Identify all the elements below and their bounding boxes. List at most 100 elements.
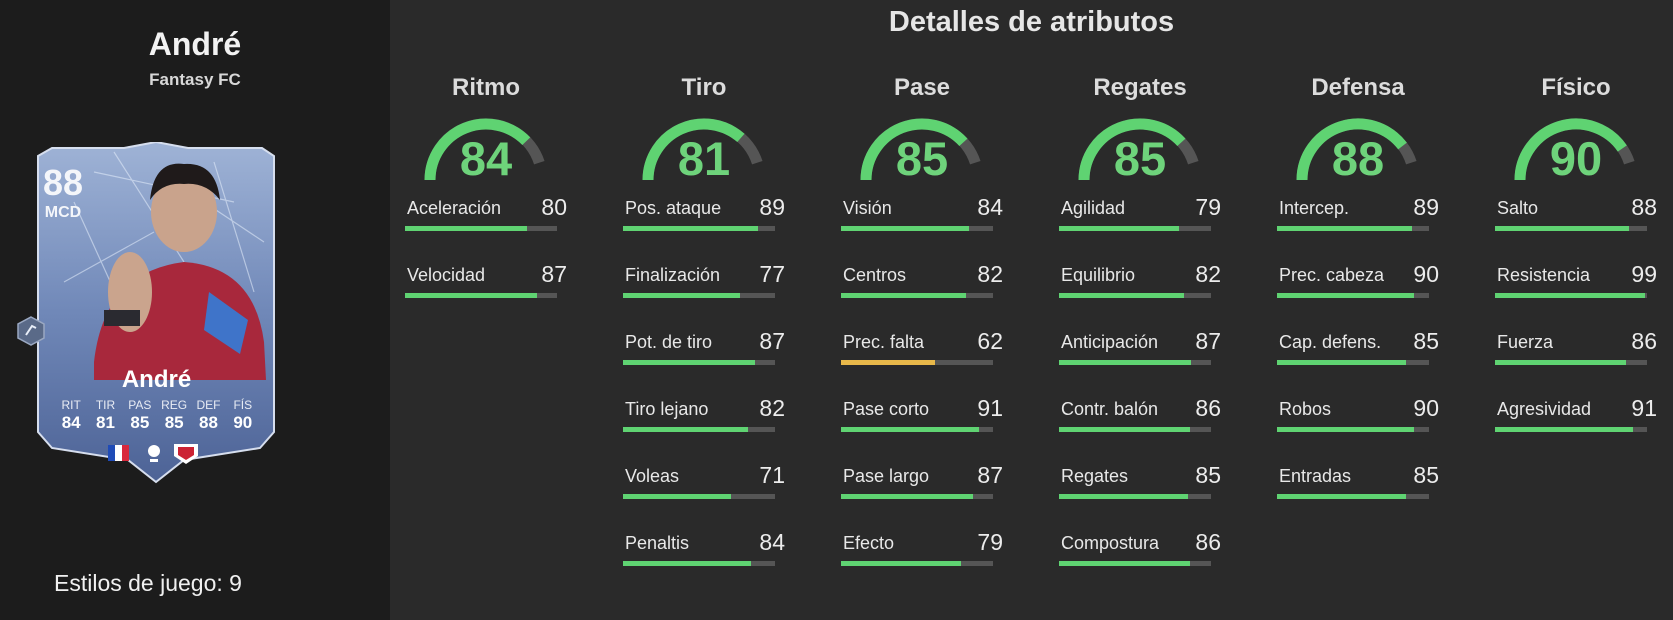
stat-value: 99 [1631,261,1657,287]
category-ritmo: Ritmo 84 Aceleración 80 Velocidad 87 [405,74,567,328]
league-logo-icon [148,445,160,462]
stat-label: Velocidad [407,265,486,285]
stat-row: Equilibrio 82 [1059,261,1221,328]
card-stat: DEF 88 [191,398,225,433]
stat-bar [623,226,775,231]
stat-bar-fill [1277,360,1407,365]
player-card[interactable]: 88 MCD André RIT 84 TIR 81 PAS 85 REG 85 DEF 88 FÍ… [34,142,279,484]
stat-row: Anticipación 87 [1059,328,1221,395]
card-stat-label: TIR [95,398,116,412]
category-gauge: 84 [421,114,551,186]
card-stat-value: 81 [96,413,115,432]
stat-bar-fill [1059,494,1189,499]
card-badges [108,444,198,464]
stat-value: 87 [759,328,785,354]
stat-row: Aceleración 80 [405,194,567,261]
card-overall: 88 [42,162,84,203]
gauge-arc [1078,118,1199,181]
stat-row: Pase corto 91 [841,395,1003,462]
stat-value: 82 [977,261,1003,287]
card-stat: PAS 85 [123,398,157,433]
stat-bar-fill [1277,494,1407,499]
stat-label: Finalización [625,265,721,285]
stat-bar [623,427,775,432]
stat-bar [1495,293,1647,298]
stat-bar-fill [1495,293,1646,298]
stat-row: Voleas 71 [623,462,785,529]
card-stat: RIT 84 [54,398,88,433]
stat-bar-fill [1495,360,1626,365]
stat-label: Salto [1497,198,1539,218]
stat-label: Agilidad [1061,198,1126,218]
stat-bar [405,293,557,298]
stat-row: Pot. de tiro 87 [623,328,785,395]
stat-label: Pase largo [843,466,930,486]
category-gauge: 85 [1075,114,1205,186]
stat-label: Centros [843,265,907,285]
player-panel: André Fantasy FC 88 MCD André RIT 84 TIR 81 [0,0,390,620]
category-físico: Físico 90 Salto 88 Resistencia 99 Fuerza 86 Agre… [1495,74,1657,462]
stat-label: Entradas [1279,466,1352,486]
stat-bar-fill [405,226,527,231]
stat-row: Pase largo 87 [841,462,1003,529]
stat-row: Penaltis 84 [623,529,785,596]
card-type: Fantasy FC [149,70,241,89]
category-value: 90 [1549,132,1603,185]
card-position: MCD [44,204,82,221]
stat-row: Visión 84 [841,194,1003,261]
stat-bar [623,561,775,566]
stat-bar [1495,226,1647,231]
stat-bar [1277,360,1429,365]
gauge-arc [424,118,545,181]
stat-bar-fill [1277,226,1413,231]
card-stat-value: 88 [199,413,218,432]
stat-value: 84 [977,194,1003,220]
stat-value: 91 [1631,395,1657,421]
category-title: Ritmo [452,74,520,101]
stat-bar-fill [623,561,751,566]
stat-bar-fill [1495,427,1634,432]
stat-value: 85 [1195,462,1221,488]
stat-row: Finalización 77 [623,261,785,328]
stat-label: Anticipación [1061,332,1159,352]
card-stat: TIR 81 [88,398,122,433]
stat-value: 85 [1413,328,1439,354]
stat-bar-fill [841,360,936,365]
category-value: 85 [1113,132,1167,185]
stat-bar [1059,561,1211,566]
stat-bar [1277,226,1429,231]
stat-bar [623,494,775,499]
stat-label: Contr. balón [1061,399,1159,419]
gauge-arc [1296,118,1417,181]
stat-label: Penaltis [625,533,690,553]
stat-value: 62 [977,328,1003,354]
stat-label: Equilibrio [1061,265,1136,285]
stat-row: Salto 88 [1495,194,1657,261]
stat-value: 82 [759,395,785,421]
stat-bar [1495,427,1647,432]
stat-row: Pos. ataque 89 [623,194,785,261]
stat-row: Cap. defens. 85 [1277,328,1439,395]
stat-value: 89 [1413,194,1439,220]
stat-bar-fill [841,561,962,566]
card-stat-label: DEF [196,398,221,412]
stat-bar [841,494,993,499]
stat-value: 71 [759,462,785,488]
stat-bar-fill [1059,561,1190,566]
stat-value: 90 [1413,395,1439,421]
stat-value: 87 [541,261,567,287]
stat-bar-fill [405,293,538,298]
card-stats: RIT 84 TIR 81 PAS 85 REG 85 DEF 88 FÍS 90 [54,398,260,433]
category-gauge: 81 [639,114,769,186]
card-stat-value: 85 [164,413,184,432]
stat-value: 87 [977,462,1003,488]
stat-row: Prec. falta 62 [841,328,1003,395]
stat-value: 86 [1631,328,1657,354]
stat-bar [1059,226,1211,231]
card-stat: FÍS 90 [226,398,260,433]
card-stat-label: RIT [61,398,81,412]
stat-value: 79 [1195,194,1221,220]
stat-bar-fill [1277,427,1414,432]
stat-bar-fill [1059,360,1192,365]
stat-value: 87 [1195,328,1221,354]
